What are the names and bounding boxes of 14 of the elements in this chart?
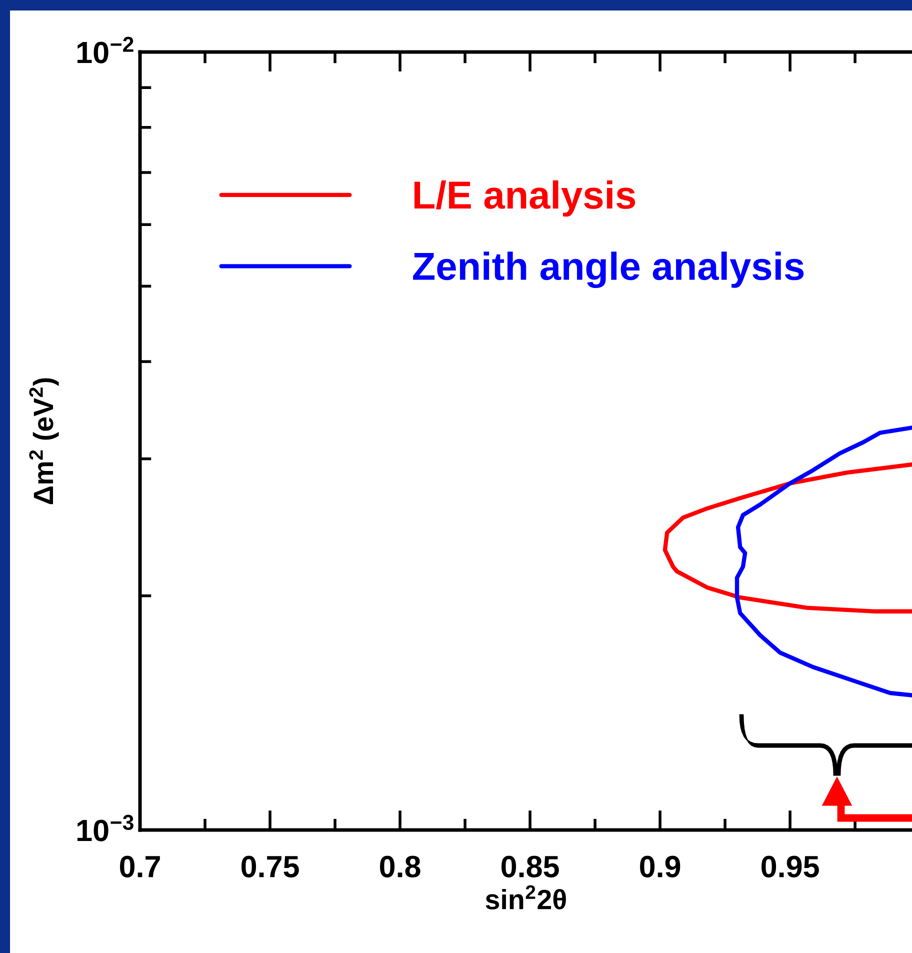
x-tick-label: 0.85: [502, 856, 559, 878]
y-tick-label: 10$^{−3}$: [77, 814, 134, 842]
x-tick-label: 0.7: [120, 856, 160, 878]
x-tick-label: 0.75: [241, 856, 299, 878]
line-series: [662, 462, 912, 614]
x-axis-title: sin$^{2}$2θ: [486, 885, 566, 910]
line-series: [734, 426, 912, 698]
x-tick-label: 0.9: [640, 856, 680, 878]
x-tick-label: 0.8: [380, 856, 420, 878]
legend-label: L/E analysis: [414, 180, 636, 217]
legend-label: Zenith angle analysis: [413, 252, 804, 288]
y-tick-label: 10$^{−2}$: [77, 36, 134, 64]
x-tick-label: 0.95: [762, 856, 819, 878]
y-axis-title: Δm$^{2}$ (eV$^{2}$): [29, 378, 59, 504]
